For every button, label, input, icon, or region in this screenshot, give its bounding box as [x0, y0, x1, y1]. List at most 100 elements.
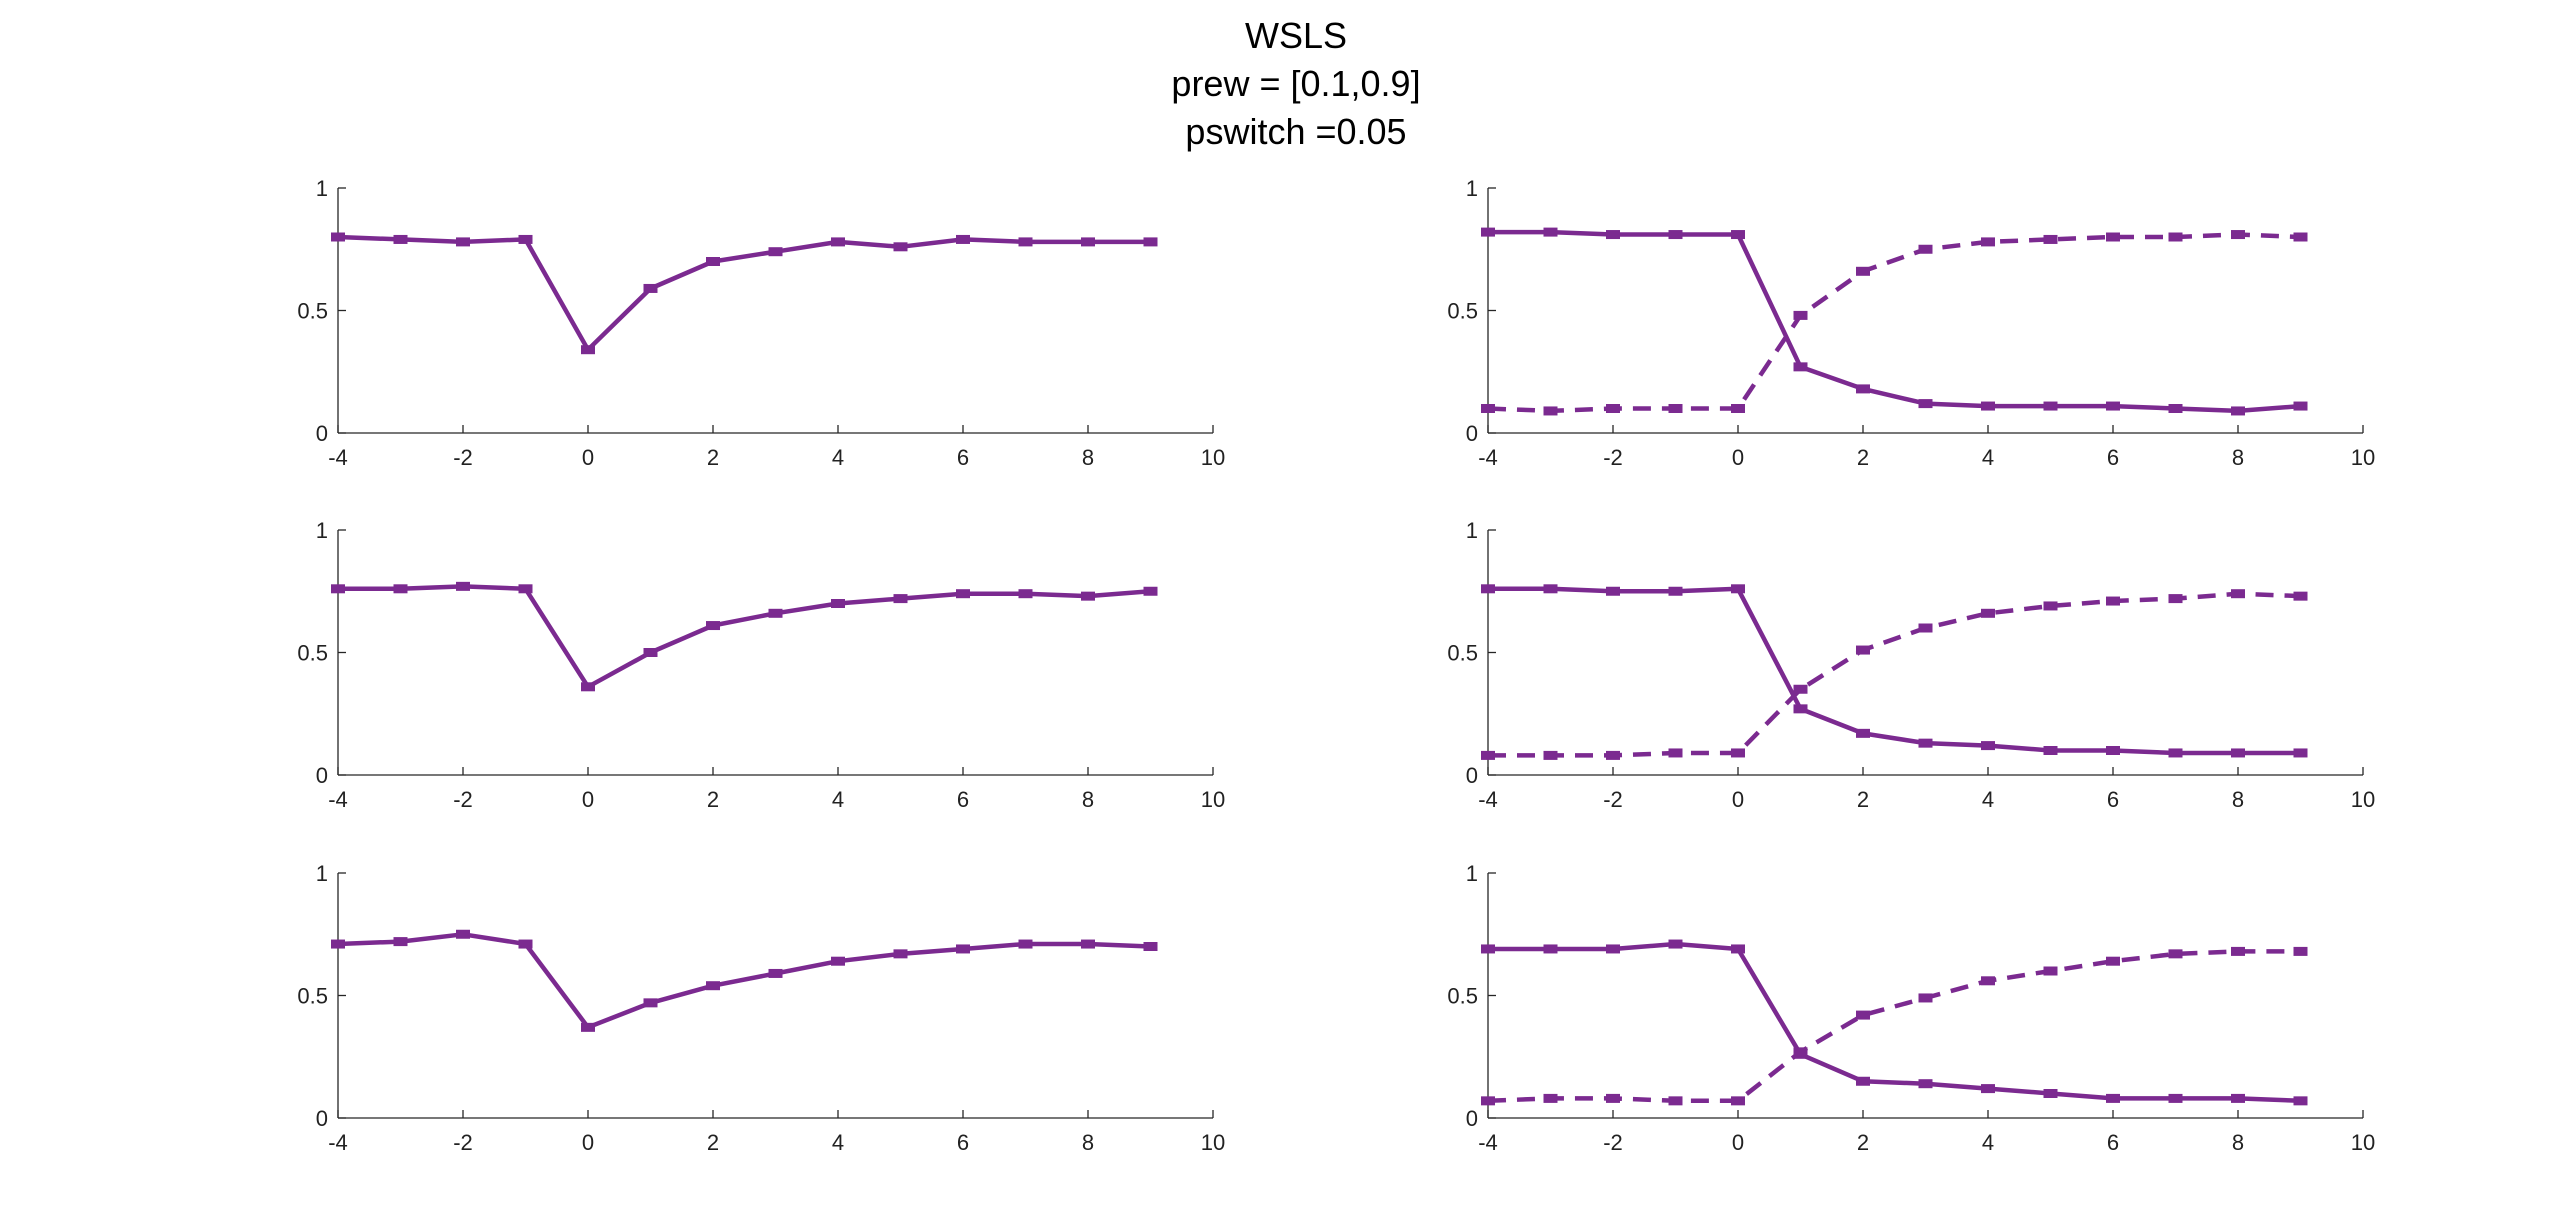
- x-tick-label: 10: [1201, 787, 1225, 812]
- data-point-marker: [956, 944, 970, 954]
- x-tick-label: 10: [2351, 787, 2375, 812]
- subplot-row3-right: -4 -2 0 2 4 6 8 10 0 0.5 1: [1447, 861, 2375, 1155]
- data-point-marker: [2293, 946, 2308, 956]
- data-point-marker: [1606, 404, 1620, 413]
- data-point-marker: [2293, 1096, 2308, 1106]
- data-point-marker: [2231, 406, 2245, 416]
- title-line-1: WSLS: [1245, 15, 1347, 56]
- data-point-marker: [518, 939, 533, 949]
- data-point-marker: [2106, 956, 2120, 966]
- y-tick-label: 1: [316, 861, 328, 886]
- data-point-marker: [1543, 227, 1558, 237]
- data-point-marker: [1856, 645, 1870, 655]
- data-point-marker: [706, 981, 720, 991]
- x-tick-label: 10: [1201, 1130, 1225, 1155]
- data-point-marker: [2168, 1093, 2183, 1103]
- x-tick-label: -2: [453, 445, 473, 470]
- data-point-marker: [456, 237, 470, 247]
- data-point-marker: [581, 345, 595, 355]
- x-tick-label: -2: [453, 1130, 473, 1155]
- data-point-marker: [1918, 738, 1933, 748]
- data-point-marker: [1981, 741, 1995, 751]
- subplot-row1-left: -4 -2 0 2 4 6 8 10 0 0.5 1: [297, 176, 1225, 470]
- data-point-marker: [706, 257, 720, 266]
- data-point-marker: [643, 283, 658, 293]
- data-point-marker: [831, 956, 845, 966]
- data-point-marker: [1793, 684, 1808, 694]
- y-tick-label: 0: [316, 421, 328, 446]
- x-tick-label: 4: [832, 1130, 844, 1155]
- subplot-row2-left: -4 -2 0 2 4 6 8 10 0 0.5 1: [297, 518, 1225, 812]
- title-line-3: pswitch =0.05: [1185, 111, 1406, 152]
- data-point-marker: [1793, 362, 1808, 372]
- x-tick-label: -2: [1603, 787, 1623, 812]
- data-point-marker: [2043, 401, 2058, 411]
- x-tick-label: 8: [1082, 1130, 1094, 1155]
- data-point-marker: [1018, 939, 1033, 949]
- y-tick-label: 0.5: [297, 641, 328, 666]
- y-tick-label: 1: [316, 176, 328, 201]
- data-point-marker: [2168, 594, 2183, 604]
- data-point-marker: [1856, 728, 1870, 738]
- data-point-marker: [768, 968, 783, 978]
- data-point-marker: [2168, 404, 2183, 413]
- data-point-marker: [1481, 944, 1495, 954]
- data-point-marker: [1668, 748, 1683, 758]
- data-point-marker: [1918, 244, 1933, 254]
- x-tick-label: 6: [957, 787, 969, 812]
- x-tick-label: 2: [707, 787, 719, 812]
- subplot-row3-left: -4 -2 0 2 4 6 8 10 0 0.5 1: [297, 861, 1225, 1155]
- data-point-marker: [1793, 310, 1808, 320]
- data-point-marker: [1981, 401, 1995, 411]
- subplot-row2-right: -4 -2 0 2 4 6 8 10 0 0.5 1: [1447, 518, 2375, 812]
- data-point-marker: [1606, 230, 1620, 240]
- data-point-marker: [1143, 586, 1158, 596]
- data-point-marker: [2043, 601, 2058, 611]
- data-point-marker: [1918, 1079, 1933, 1089]
- data-point-marker: [893, 242, 908, 252]
- y-tick-label: 0.5: [1447, 984, 1478, 1009]
- data-point-marker: [893, 594, 908, 604]
- data-point-marker: [1856, 1010, 1870, 1020]
- data-point-marker: [893, 949, 908, 959]
- data-point-marker: [831, 599, 845, 608]
- y-tick-label: 0: [1466, 763, 1478, 788]
- data-point-marker: [1668, 404, 1683, 413]
- data-point-marker: [1731, 1096, 1745, 1106]
- data-point-marker: [1143, 237, 1158, 247]
- data-point-marker: [1981, 608, 1995, 618]
- data-point-marker: [2231, 230, 2245, 240]
- series-line-solid: [1488, 941, 2301, 1104]
- x-tick-label: -2: [1603, 1130, 1623, 1155]
- x-tick-label: 0: [582, 787, 594, 812]
- data-point-marker: [2043, 234, 2058, 244]
- data-point-marker: [1481, 1096, 1495, 1106]
- data-point-marker: [581, 682, 595, 692]
- y-tick-label: 1: [1466, 518, 1478, 543]
- data-point-marker: [1668, 586, 1683, 596]
- data-point-marker: [393, 584, 408, 594]
- x-tick-label: -4: [1478, 787, 1498, 812]
- series-line-solid: [338, 584, 1151, 690]
- x-tick-label: -2: [1603, 445, 1623, 470]
- x-tick-label: -2: [453, 787, 473, 812]
- data-point-marker: [2106, 401, 2120, 411]
- data-point-marker: [1018, 589, 1033, 599]
- series-line-solid: [1488, 586, 2301, 756]
- data-point-marker: [2106, 596, 2120, 606]
- data-point-marker: [1081, 591, 1095, 601]
- data-point-marker: [1918, 993, 1933, 1003]
- x-tick-label: 6: [957, 1130, 969, 1155]
- data-point-marker: [2231, 748, 2245, 758]
- data-point-marker: [518, 584, 533, 594]
- data-point-marker: [2043, 1089, 2058, 1098]
- data-point-marker: [2106, 746, 2120, 755]
- data-point-marker: [2231, 946, 2245, 956]
- data-point-marker: [1731, 748, 1745, 758]
- subplot-row1-right: -4 -2 0 2 4 6 8 10 0 0.5 1: [1447, 176, 2375, 470]
- figure-title: WSLS prew = [0.1,0.9] pswitch =0.05: [1171, 15, 1420, 152]
- data-point-marker: [2106, 232, 2120, 242]
- data-point-marker: [1731, 404, 1745, 413]
